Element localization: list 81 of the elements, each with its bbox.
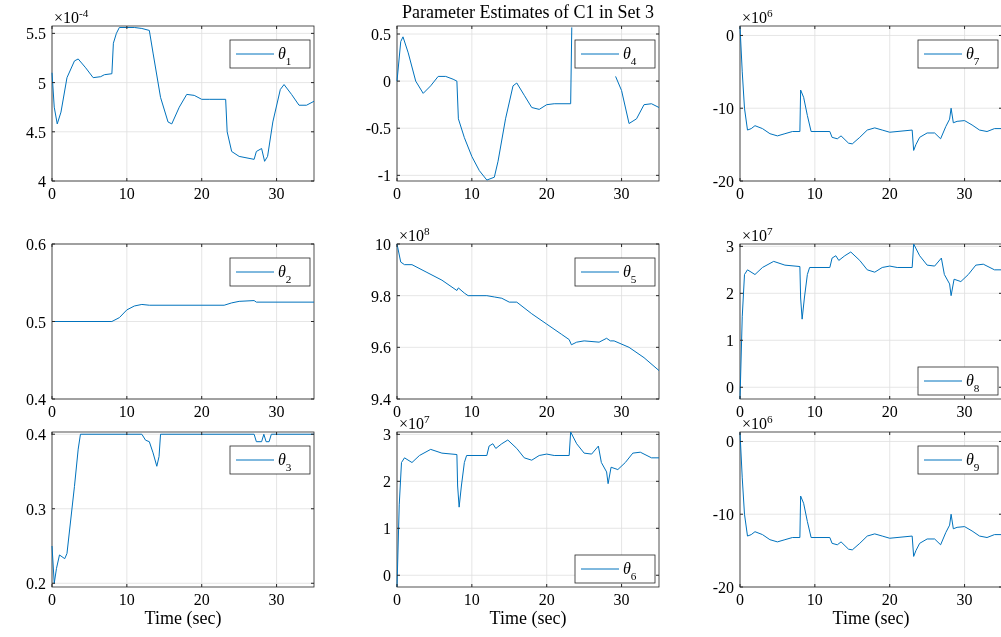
legend-label: θ$_{6}$ [623, 560, 637, 582]
x-axis-title: Time (sec) [832, 608, 910, 629]
chart-title: Parameter Estimates of C1 in Set 3 [402, 2, 654, 22]
x-tick-label: 10 [463, 185, 480, 202]
y-tick-label: 0.4 [26, 391, 46, 408]
x-tick-label: 30 [613, 403, 630, 420]
y-tick-label: 0 [726, 379, 734, 397]
x-tick-label: 10 [463, 403, 480, 420]
x-axis-title: Time (sec) [489, 608, 567, 629]
x-tick-label: 30 [956, 403, 973, 420]
y-tick-label: 0 [383, 73, 391, 91]
y-tick-label: 0.3 [26, 500, 46, 518]
y-tick-label: 10 [375, 236, 391, 253]
y-tick-label: -20 [712, 173, 734, 190]
legend-label: θ$_{4}$ [623, 45, 637, 67]
legend-label: θ$_{5}$ [623, 263, 637, 285]
y-tick-label: 9.4 [371, 391, 391, 408]
y-tick-label: 3 [726, 238, 734, 256]
y-tick-label: 5.5 [26, 25, 46, 43]
x-tick-label: 30 [268, 591, 285, 608]
y-tick-label: 0.6 [26, 236, 46, 253]
x-tick-label: 10 [463, 591, 480, 608]
y-tick-label: 4.5 [26, 123, 46, 141]
x-tick-label: 10 [806, 591, 823, 608]
y-tick-label: 5 [38, 74, 46, 92]
x-tick-label: 20 [881, 185, 898, 202]
y-tick-label: 0 [726, 27, 734, 45]
y-tick-label: 9.6 [371, 339, 391, 357]
text: ×10$^{8}$ [399, 225, 431, 244]
x-axis-title: Time (sec) [144, 608, 222, 629]
x-tick-label: 20 [538, 591, 555, 608]
annotation: ×10$^{6}$ [742, 7, 774, 26]
line-series [739, 432, 1001, 557]
y-tick-label: 2 [726, 285, 734, 303]
y-tick-label: -10 [712, 100, 734, 118]
y-tick-label: -20 [712, 579, 734, 596]
x-tick-label: 10 [118, 403, 135, 420]
y-tick-label: 0.2 [26, 575, 46, 593]
x-tick-label: 20 [193, 185, 210, 202]
legend-label: θ$_{7}$ [966, 45, 980, 67]
x-tick-label: 20 [193, 591, 210, 608]
x-tick-label: 10 [806, 185, 823, 202]
y-tick-label: 1 [383, 520, 391, 538]
legend-label: θ$_{8}$ [966, 372, 980, 394]
y-tick-label: 2 [383, 473, 391, 491]
x-tick-label: 10 [118, 185, 135, 202]
x-tick-label: 10 [118, 591, 135, 608]
x-tick-label: 20 [538, 185, 555, 202]
x-tick-label: 30 [613, 591, 630, 608]
x-tick-label: 10 [806, 403, 823, 420]
x-tick-label: 20 [881, 403, 898, 420]
x-tick-label: 30 [956, 185, 973, 202]
y-tick-label: 9.8 [371, 287, 391, 305]
legend-label: θ$_{1}$ [278, 45, 292, 67]
y-tick-label: 0.4 [26, 426, 46, 444]
x-tick-label: 30 [268, 403, 285, 420]
legend-label: θ$_{9}$ [966, 451, 980, 473]
text: ×10$^{-4}$ [54, 7, 89, 26]
x-tick-label: 30 [268, 185, 285, 202]
text: ×10$^{7}$ [742, 225, 774, 244]
line-series [739, 243, 1001, 400]
y-tick-label: -0.5 [365, 120, 391, 138]
line-series [739, 26, 1001, 151]
y-tick-label: 1 [726, 332, 734, 350]
y-tick-label: 0 [383, 567, 391, 585]
y-tick-label: 0.5 [26, 313, 46, 331]
y-tick-label: 0.5 [371, 26, 391, 44]
x-tick-label: 20 [193, 403, 210, 420]
x-tick-label: 30 [613, 185, 630, 202]
y-tick-label: -10 [712, 506, 734, 524]
line-series [51, 26, 315, 162]
x-tick-label: 30 [956, 591, 973, 608]
y-tick-label: -1 [377, 167, 391, 185]
legend-label: θ$_{3}$ [278, 451, 292, 473]
line-series [396, 431, 660, 588]
x-tick-label: 20 [538, 403, 555, 420]
y-tick-label: 3 [383, 426, 391, 444]
x-tick-label: 20 [881, 591, 898, 608]
y-tick-label: 0 [726, 433, 734, 451]
legend-label: θ$_{2}$ [278, 263, 292, 285]
y-tick-label: 4 [38, 173, 46, 190]
